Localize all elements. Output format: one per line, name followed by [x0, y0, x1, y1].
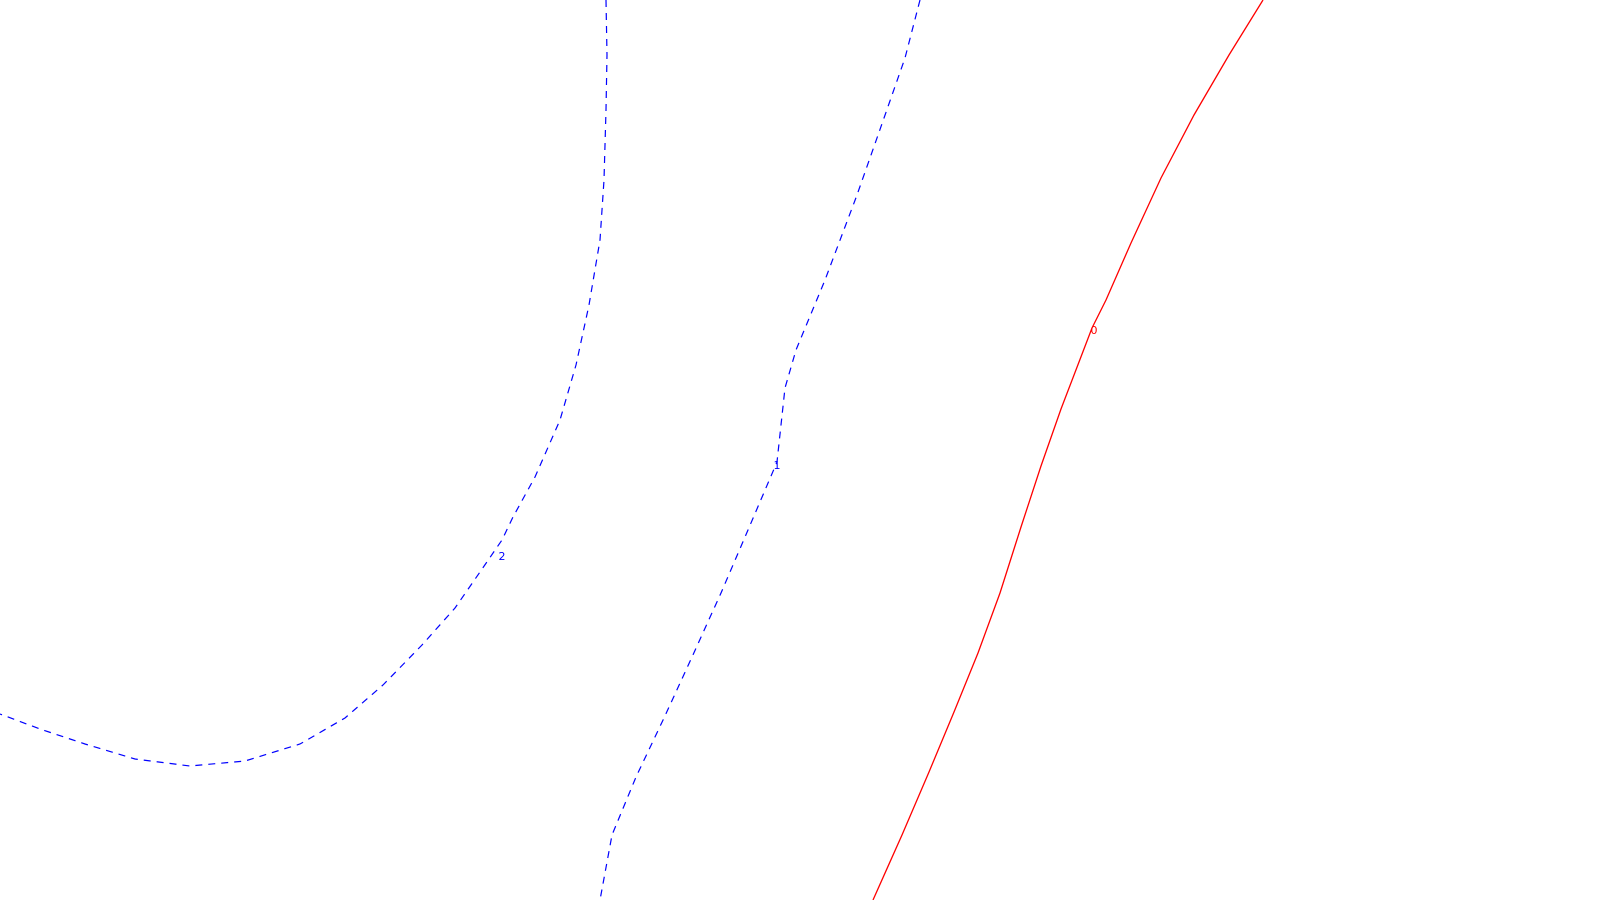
contour-line-level-0 — [872, 0, 1264, 900]
contour-line-level-2 — [0, 0, 608, 767]
contour-label-level-1: 1 — [774, 459, 781, 472]
contour-line-level-1 — [599, 0, 921, 900]
contour-label-level-2: 2 — [499, 550, 506, 563]
contour-label-level-0: 0 — [1091, 324, 1098, 337]
